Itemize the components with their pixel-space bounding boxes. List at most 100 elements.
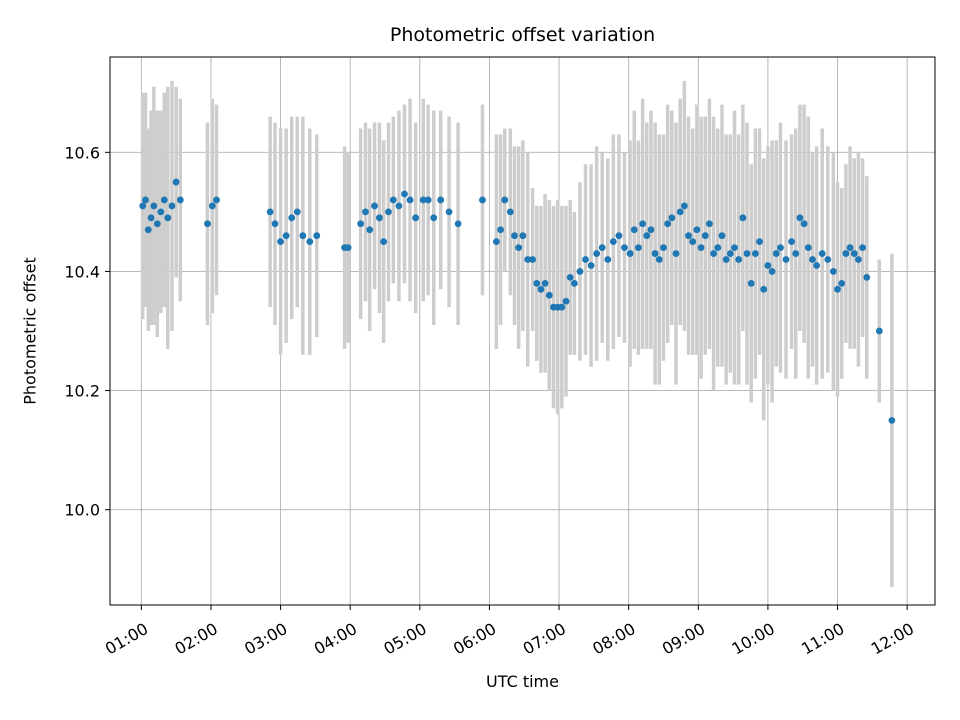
data-point [277, 238, 284, 246]
data-point [850, 250, 858, 257]
data-point [529, 256, 536, 263]
data-point [739, 214, 747, 222]
x-tick-label: 10:00 [728, 619, 777, 659]
data-point [630, 226, 638, 234]
data-point [643, 232, 651, 240]
data-point [313, 232, 321, 240]
data-point [395, 202, 403, 210]
data-point [615, 232, 623, 240]
data-point [722, 256, 730, 263]
data-point [160, 196, 168, 204]
data-point [208, 202, 216, 210]
data-point [635, 244, 642, 252]
data-point [306, 238, 314, 246]
data-point [668, 214, 676, 222]
data-point [621, 244, 628, 252]
data-point [743, 250, 751, 257]
y-tick-label: 10.2 [64, 382, 100, 401]
plot-border [109, 56, 936, 606]
data-point [756, 238, 763, 246]
data-point [412, 214, 420, 222]
data-point [164, 214, 172, 222]
x-tick-label: 12:00 [868, 619, 917, 659]
data-point [829, 268, 837, 275]
data-point [751, 250, 759, 257]
data-point [566, 273, 574, 281]
data-point [809, 256, 816, 263]
data-point [718, 232, 726, 240]
data-point [142, 196, 149, 204]
x-tick-label: 11:00 [798, 619, 847, 659]
data-point [401, 190, 408, 198]
data-point [537, 285, 545, 293]
data-point [693, 226, 701, 234]
data-point [419, 196, 427, 204]
x-tick-label: 04:00 [311, 619, 360, 659]
data-point [511, 232, 518, 240]
x-tick-label: 05:00 [380, 619, 429, 659]
data-point [213, 196, 220, 204]
data-point [545, 291, 553, 299]
data-point [824, 256, 832, 263]
data-point [492, 238, 500, 246]
data-point [664, 220, 672, 228]
data-point [519, 232, 527, 240]
data-point [842, 250, 850, 257]
data-point [672, 250, 680, 257]
data-point [689, 238, 697, 246]
data-point [804, 244, 812, 252]
data-point [147, 214, 155, 222]
data-point [788, 238, 795, 246]
data-point [266, 208, 274, 216]
data-point [541, 279, 549, 287]
data-point [604, 256, 612, 263]
data-point [362, 208, 369, 216]
data-point [726, 250, 734, 257]
y-tick-label: 10.0 [64, 501, 100, 520]
data-point [768, 268, 776, 275]
data-point [139, 202, 147, 210]
data-point [697, 244, 705, 252]
data-point [598, 244, 606, 252]
data-point [570, 279, 578, 287]
x-tick-label: 02:00 [172, 619, 221, 659]
data-point [582, 256, 589, 263]
data-point [834, 285, 841, 293]
data-point [168, 202, 176, 210]
data-point [533, 279, 541, 287]
data-point [344, 244, 352, 252]
data-point [576, 268, 584, 275]
data-point [288, 214, 296, 222]
data-point [859, 244, 866, 252]
data-point [437, 196, 445, 204]
data-point [271, 220, 279, 228]
data-point [445, 208, 453, 216]
data-point [587, 262, 595, 269]
data-point [796, 214, 804, 222]
y-tick-label: 10.4 [64, 262, 100, 281]
data-point [701, 232, 709, 240]
data-point [772, 250, 780, 257]
data-point [593, 250, 601, 257]
data-point [424, 196, 432, 204]
data-point [144, 226, 152, 234]
x-tick-label: 08:00 [589, 619, 638, 659]
data-point [651, 250, 659, 257]
data-point [454, 220, 462, 228]
data-point [558, 303, 566, 311]
data-point [777, 244, 784, 252]
data-point [204, 220, 211, 228]
x-tick-label: 03:00 [241, 619, 290, 659]
data-point [389, 196, 397, 204]
x-tick-label: 09:00 [659, 619, 708, 659]
data-point [293, 208, 301, 216]
data-point [626, 250, 634, 257]
data-point [875, 327, 883, 335]
data-point [153, 220, 161, 228]
x-tick-label: 06:00 [450, 619, 499, 659]
data-point [782, 256, 790, 263]
data-point [497, 226, 504, 234]
data-point [710, 250, 718, 257]
